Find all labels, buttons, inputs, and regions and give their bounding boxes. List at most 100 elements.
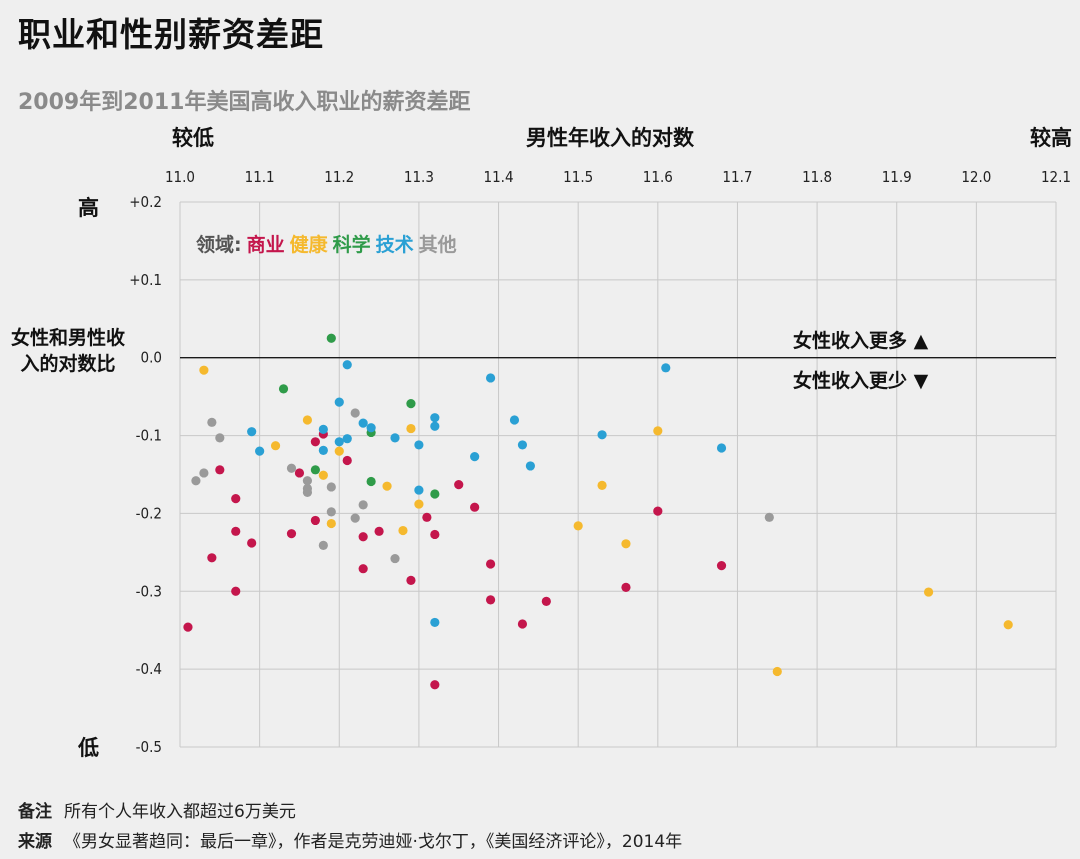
legend-prefix: 领域: [196,234,242,256]
x-tick-label: 11.9 [882,168,912,186]
annotation-less-text: 女性收入更少 [793,370,908,392]
data-point [358,418,368,428]
data-point [485,595,496,605]
chart-subtitle: 2009年到2011年美国高收入职业的薪资差距 [18,90,471,115]
data-point [454,480,464,490]
data-point [318,445,328,455]
data-point [414,485,424,495]
data-point [302,487,313,498]
x-tick-label: 11.5 [563,168,593,186]
data-point [231,526,241,536]
data-point [207,553,217,563]
data-point [716,560,727,571]
chart-title: 职业和性别薪资差距 [18,15,324,54]
y-tick-label: +0.1 [129,271,162,289]
data-point [326,333,336,343]
legend-item-other: 其他 [418,234,457,256]
x-tick-label: 11.2 [324,168,354,186]
data-point [509,415,520,425]
y-axis-title: 女性和男性收入的对数比 [10,327,125,375]
data-point [247,538,257,548]
data-point [318,470,328,480]
data-point [231,586,241,596]
data-point [358,564,368,574]
data-point [310,437,320,447]
annotation-women-earn-more: 女性收入更多 ▲ [793,326,928,353]
data-point [334,437,344,447]
y-tick-label: -0.1 [136,427,162,445]
data-point [390,553,400,564]
data-point [430,617,440,628]
data-point [342,455,352,466]
y-tick-label: -0.3 [136,582,162,600]
legend-item-tech: 技术 [375,234,414,256]
data-point [247,427,257,437]
data-point [406,423,416,434]
x-axis-high-label: 较高 [1030,126,1072,150]
data-point [231,494,241,504]
data-point [374,526,384,536]
x-axis-low-label: 较低 [172,126,214,150]
data-point [183,622,193,632]
data-point [621,539,631,549]
data-point [573,521,583,531]
y-tick-label: -0.5 [136,738,162,756]
annotation-women-earn-less: 女性收入更少 ▼ [793,366,928,393]
source-line: 来源 《男女显著趋同：最后一章》，作者是克劳迪娅·戈尔丁，《美国经济评论》，201… [18,827,682,857]
data-point [350,513,360,523]
data-point [255,446,265,456]
data-point [334,446,344,456]
data-point [270,441,281,451]
data-point [525,461,536,471]
x-tick-label: 11.1 [245,168,275,186]
data-point [342,434,352,444]
y-tick-label: -0.2 [136,504,162,522]
data-point [199,365,209,375]
data-point [326,507,336,517]
note-key: 备注 [18,802,52,822]
x-tick-label: 11.8 [802,168,832,186]
source-key: 来源 [18,832,52,852]
data-point [302,476,313,486]
y-tick-label: -0.4 [136,660,162,678]
data-point [541,596,551,607]
data-point [366,423,376,433]
x-tick-label: 11.0 [165,168,195,186]
data-point [382,481,392,491]
data-point [597,430,607,440]
data-point [390,433,400,443]
data-point [772,666,782,677]
data-point [653,426,663,436]
legend-item-science: 科学 [332,234,371,256]
data-point [485,373,496,383]
data-point [470,502,480,512]
data-point [302,415,313,425]
data-point [326,482,336,492]
data-point [653,506,663,516]
data-point [278,384,289,394]
y-axis-low-label: 低 [78,736,99,760]
legend-item-health: 健康 [289,234,328,256]
data-point [430,529,440,540]
legend: 领域: 商业 健康 科学 技术 其他 [196,230,462,257]
data-point [398,525,408,536]
footnotes: 备注 所有个人年收入都超过6万美元 来源 《男女显著趋同：最后一章》，作者是克劳迪娅… [18,797,682,857]
data-point [422,512,432,522]
data-point [430,489,440,499]
data-point [310,465,320,475]
data-point [318,424,328,434]
x-tick-label: 11.4 [484,168,514,186]
data-point [215,465,225,475]
data-point [358,532,368,542]
data-point [366,476,376,487]
data-point [318,540,328,550]
data-point [342,360,352,370]
data-point [414,440,424,450]
data-point [597,480,607,490]
annotation-more-text: 女性收入更多 [793,330,908,352]
data-point [215,433,225,443]
data-point [326,518,336,529]
data-point [517,619,528,629]
y-tick-label: +0.2 [129,193,162,211]
